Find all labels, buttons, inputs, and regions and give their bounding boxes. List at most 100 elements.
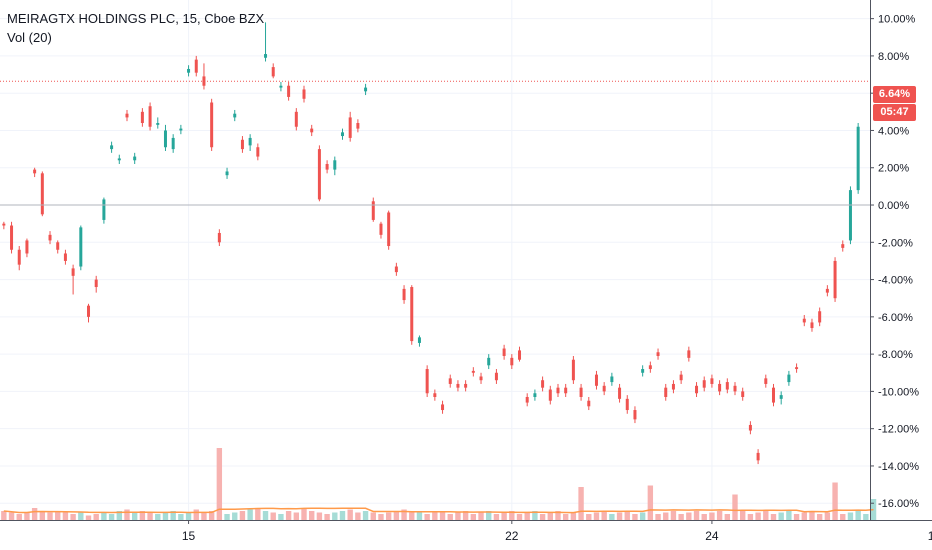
candle <box>795 363 798 372</box>
candle <box>749 421 752 434</box>
candle <box>757 449 760 464</box>
candle <box>826 285 829 296</box>
y-tick-label: 10.00% <box>878 14 916 26</box>
volume-bar <box>578 487 583 520</box>
volume-bar <box>594 513 599 521</box>
candle <box>10 222 13 254</box>
volume-bar <box>155 514 160 520</box>
volume-bar <box>317 513 322 521</box>
volume-bar <box>563 514 568 520</box>
candle <box>56 240 59 253</box>
volume-indicator-label[interactable]: Vol (20) <box>7 30 52 45</box>
candle <box>372 198 375 222</box>
candle <box>441 401 444 414</box>
volume-bar <box>371 513 376 521</box>
candle <box>264 22 267 61</box>
volume-bar <box>40 511 45 520</box>
candle <box>156 117 159 128</box>
x-tick-label: 24 <box>705 529 719 543</box>
volume-bar <box>63 513 68 521</box>
candle <box>210 99 213 151</box>
volume-bar <box>448 514 453 520</box>
volume-bar <box>702 514 707 520</box>
volume-bar <box>240 511 245 520</box>
volume-bar <box>86 516 91 521</box>
volume-bar <box>194 510 199 521</box>
candle <box>179 125 182 134</box>
time-axis[interactable]: 15222417:00Jul71316 <box>182 520 932 543</box>
candle <box>272 63 275 78</box>
candle <box>172 134 175 153</box>
volume-bar <box>432 513 437 521</box>
volume-bar <box>832 483 837 521</box>
y-tick-label: -16.00% <box>878 498 919 510</box>
volume-bar <box>663 513 668 521</box>
candle <box>503 345 506 360</box>
y-tick-label: -4.00% <box>878 275 913 287</box>
candle <box>102 198 105 224</box>
candle <box>657 349 660 360</box>
candle <box>2 222 5 229</box>
candle <box>472 367 475 376</box>
volume-bar <box>655 514 660 520</box>
candle <box>333 157 336 176</box>
volume-bar <box>147 513 152 521</box>
candle <box>125 110 128 121</box>
candle <box>464 380 467 391</box>
candle <box>195 56 198 77</box>
volume-bar <box>740 511 745 520</box>
volume-bar <box>78 513 83 521</box>
volume-bar <box>648 486 653 521</box>
candle <box>118 155 121 164</box>
y-tick-label: 4.00% <box>878 125 909 137</box>
volume-bar <box>763 511 768 520</box>
candle <box>541 376 544 391</box>
volume-bar <box>247 510 252 521</box>
volume-bar <box>24 513 29 521</box>
y-tick-label: -2.00% <box>878 237 913 249</box>
volume-bar <box>825 513 830 521</box>
candle <box>741 388 744 401</box>
volume-bar <box>255 508 260 520</box>
y-tick-label: 2.00% <box>878 163 909 175</box>
volume-bar <box>186 513 191 521</box>
volume-bar <box>109 514 114 520</box>
volume-bar <box>294 513 299 521</box>
volume-bar <box>794 514 799 520</box>
candle <box>810 319 813 332</box>
candle <box>610 373 613 386</box>
volume-bar <box>640 513 645 521</box>
candle <box>349 112 352 142</box>
volume-bar <box>347 510 352 521</box>
candle <box>710 375 713 388</box>
candle <box>141 108 144 127</box>
x-tick-label: 17:00 <box>928 529 932 543</box>
candle <box>418 335 421 346</box>
y-tick-label: -10.00% <box>878 386 919 398</box>
volume-bar <box>625 511 630 520</box>
candle <box>834 257 837 302</box>
volume-bar <box>124 510 129 521</box>
candle <box>633 406 636 423</box>
candlestick-series <box>2 22 859 464</box>
volume-bar <box>748 514 753 520</box>
volume-bar <box>632 514 637 520</box>
volume-bar <box>755 513 760 521</box>
candle <box>495 369 498 384</box>
candle <box>33 168 36 177</box>
candle <box>256 144 259 161</box>
candle <box>780 391 783 404</box>
volume-bar <box>855 511 860 520</box>
volume-bar <box>848 513 853 521</box>
volume-bar <box>802 513 807 521</box>
volume-bar <box>586 514 591 520</box>
candle <box>649 362 652 373</box>
volume-bar <box>271 513 276 521</box>
volume-bar <box>70 514 75 520</box>
candle <box>456 380 459 391</box>
candle <box>556 384 559 397</box>
volume-bar <box>9 513 14 521</box>
volume-bar <box>378 514 383 520</box>
volume-bar <box>232 513 237 521</box>
